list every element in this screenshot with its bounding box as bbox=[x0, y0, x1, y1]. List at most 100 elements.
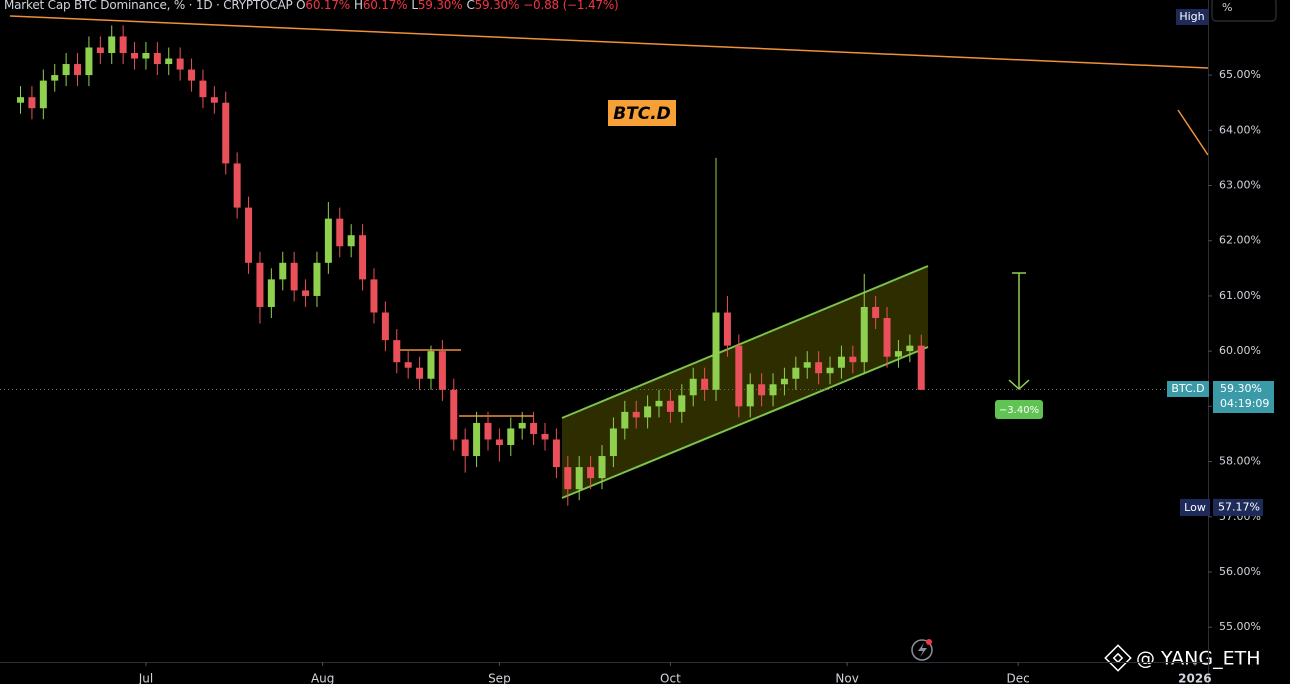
candle-body bbox=[74, 64, 82, 76]
low-value: 57.17% bbox=[1218, 500, 1260, 513]
candle-body bbox=[666, 400, 674, 412]
x-tick-label: Oct bbox=[660, 672, 681, 684]
axes: 55.00%56.00%57.00%58.00%59.00%60.00%61.0… bbox=[0, 0, 1261, 684]
symbol-label-box bbox=[608, 100, 676, 126]
candle-body bbox=[416, 367, 424, 379]
candle-body bbox=[28, 97, 36, 109]
y-tick-label: 56.00% bbox=[1219, 565, 1261, 578]
y-tick-label: 55.00% bbox=[1219, 620, 1261, 633]
candle-body bbox=[85, 47, 93, 76]
candle-body bbox=[188, 69, 196, 81]
measure-label: −3.40% bbox=[999, 405, 1039, 416]
channel-line bbox=[561, 265, 929, 419]
drawings bbox=[0, 15, 1209, 499]
candle-body bbox=[142, 53, 150, 59]
candle-body bbox=[849, 356, 857, 363]
candle-body bbox=[427, 351, 435, 379]
ohlc-value: 59.30% bbox=[474, 0, 520, 12]
trend-line bbox=[1177, 109, 1209, 156]
ohlc-key: L bbox=[411, 0, 418, 12]
candle-body bbox=[302, 290, 310, 296]
ohlc-value: 60.17% bbox=[362, 0, 408, 12]
annotations: BTC.D −3.40% @ YANG_ETH bbox=[608, 100, 1261, 672]
legend-header: Market Cap BTC Dominance, % · 1D · CRYPT… bbox=[4, 0, 623, 12]
candle-body bbox=[199, 80, 207, 98]
candle-body bbox=[906, 345, 914, 352]
candle-body bbox=[872, 306, 880, 319]
candle-body bbox=[51, 75, 59, 81]
candle-body bbox=[256, 262, 264, 307]
replay-icon[interactable] bbox=[911, 639, 933, 661]
candle-body bbox=[758, 384, 766, 396]
candle-body bbox=[233, 163, 241, 208]
bolt bbox=[918, 643, 927, 657]
candle-body bbox=[438, 351, 446, 390]
candle-body bbox=[552, 439, 560, 468]
candle-body bbox=[62, 64, 70, 76]
candle-body bbox=[894, 351, 902, 357]
low-value-box bbox=[1213, 498, 1263, 516]
candle-body bbox=[324, 218, 332, 263]
candle-body bbox=[404, 362, 412, 368]
candle-body bbox=[359, 235, 367, 280]
ohlc-key: C bbox=[466, 0, 475, 12]
candle-body bbox=[381, 312, 389, 341]
channel-fill bbox=[562, 266, 928, 498]
candle-body bbox=[336, 218, 344, 247]
candle-body bbox=[473, 422, 481, 457]
candle-body bbox=[461, 439, 469, 457]
candle-body bbox=[210, 97, 218, 103]
x-tick-label: Jul bbox=[138, 672, 153, 684]
candle-body bbox=[917, 345, 925, 390]
unit-button[interactable] bbox=[1211, 0, 1277, 22]
candle-body bbox=[347, 235, 355, 247]
candle-body bbox=[701, 378, 709, 390]
candle-body bbox=[541, 433, 549, 440]
candle-body bbox=[39, 80, 47, 109]
price-tags: High % Low 57.17% BTC.D 59.30% 04:19:09 bbox=[1167, 0, 1277, 516]
symbol-tag: BTC.D bbox=[1171, 382, 1204, 395]
x-tick-label: Aug bbox=[311, 672, 334, 684]
y-tick-label: 64.00% bbox=[1219, 123, 1261, 136]
candle-body bbox=[165, 58, 173, 65]
measure-label-box bbox=[995, 400, 1043, 419]
candle-body bbox=[655, 400, 663, 407]
x-tick-label: Dec bbox=[1007, 672, 1030, 684]
candle-body bbox=[598, 456, 606, 479]
candle-body bbox=[370, 279, 378, 313]
candle-body bbox=[883, 318, 891, 357]
last-price: 59.30% bbox=[1220, 382, 1262, 395]
candle-body bbox=[530, 422, 538, 434]
candle-body bbox=[723, 312, 731, 346]
y-tick-label: 65.00% bbox=[1219, 68, 1261, 81]
y-tick-label: 60.00% bbox=[1219, 344, 1261, 357]
candle-body bbox=[621, 411, 629, 429]
candle-body bbox=[119, 36, 127, 54]
ohlc-key: H bbox=[353, 0, 363, 12]
countdown: 04:19:09 bbox=[1220, 397, 1269, 410]
notice-dot bbox=[926, 639, 932, 645]
candle-body bbox=[860, 306, 868, 363]
unit-button-label[interactable]: % bbox=[1222, 1, 1232, 14]
candle-body bbox=[176, 58, 184, 70]
channel-line bbox=[561, 346, 929, 499]
symbol-title: Market Cap BTC Dominance, % · 1D · CRYPT… bbox=[4, 0, 293, 12]
candle-body bbox=[712, 312, 720, 390]
low-tag: Low bbox=[1184, 501, 1206, 514]
candle-body bbox=[735, 345, 743, 407]
symbol-tag-box bbox=[1167, 381, 1209, 397]
candle-body bbox=[678, 395, 686, 412]
last-price-box bbox=[1213, 381, 1274, 413]
candle-body bbox=[17, 97, 25, 103]
candle-body bbox=[815, 362, 823, 374]
low-tag-box bbox=[1180, 499, 1210, 516]
ohlc-value: 59.30% bbox=[417, 0, 463, 12]
candle-body bbox=[279, 262, 287, 280]
candle-body bbox=[609, 428, 617, 457]
candles bbox=[17, 25, 925, 506]
candle-body bbox=[393, 340, 401, 363]
ohlc-value: 60.17% bbox=[305, 0, 350, 12]
candle-body bbox=[267, 279, 275, 307]
